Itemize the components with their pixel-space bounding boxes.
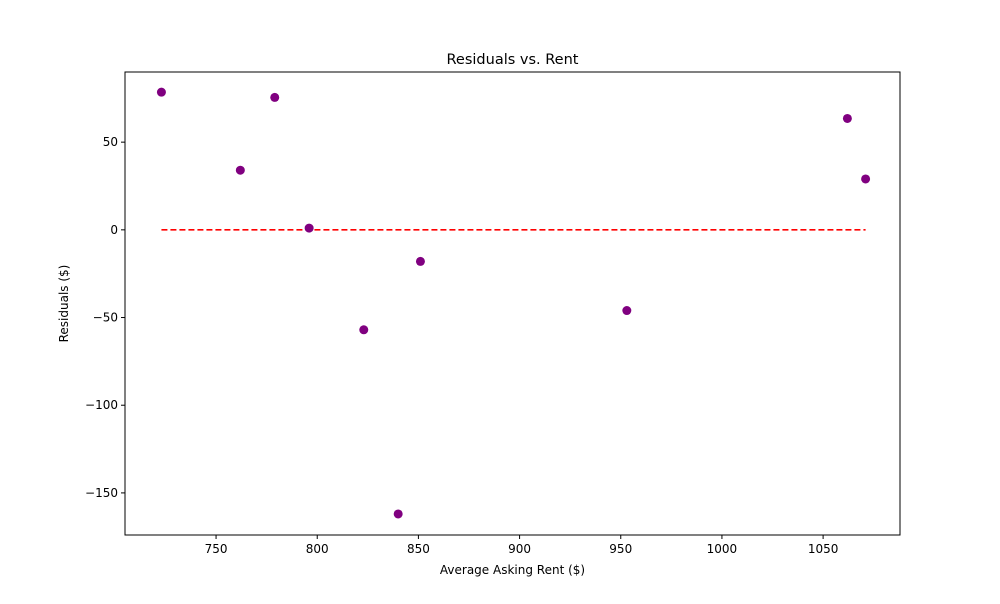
data-point-9 xyxy=(842,113,852,123)
data-point-4 xyxy=(304,223,314,233)
y-axis-label: Residuals ($) xyxy=(57,265,71,343)
plot-frame xyxy=(124,71,901,536)
data-point-1 xyxy=(156,87,166,97)
x-tick-label-1050: 1050 xyxy=(808,542,839,556)
x-tick-label-800: 800 xyxy=(306,542,329,556)
x-tick-label-900: 900 xyxy=(508,542,531,556)
chart-title: Residuals vs. Rent xyxy=(447,52,579,68)
y-tick-label-neg100: −100 xyxy=(85,398,118,412)
x-tick-label-850: 850 xyxy=(407,542,430,556)
data-point-10 xyxy=(861,174,871,184)
y-tick-label-neg150: −150 xyxy=(85,486,118,500)
data-point-3 xyxy=(270,92,280,102)
y-tick-label-neg50: −50 xyxy=(93,311,118,325)
data-point-5 xyxy=(359,325,369,335)
plot-area: 750 800 850 900 950 1000 1050 −150 −100 −50 0 50 xyxy=(85,71,901,556)
x-axis-label: Average Asking Rent ($) xyxy=(440,563,585,577)
data-point-2 xyxy=(235,165,245,175)
data-point-7 xyxy=(415,256,425,266)
x-tick-label-750: 750 xyxy=(205,542,228,556)
x-tick-label-1000: 1000 xyxy=(707,542,738,556)
data-point-8 xyxy=(622,306,632,316)
data-point-6 xyxy=(393,509,403,519)
x-tick-label-950: 950 xyxy=(609,542,632,556)
y-tick-label-0: 0 xyxy=(110,223,118,237)
y-tick-label-50: 50 xyxy=(103,135,118,149)
